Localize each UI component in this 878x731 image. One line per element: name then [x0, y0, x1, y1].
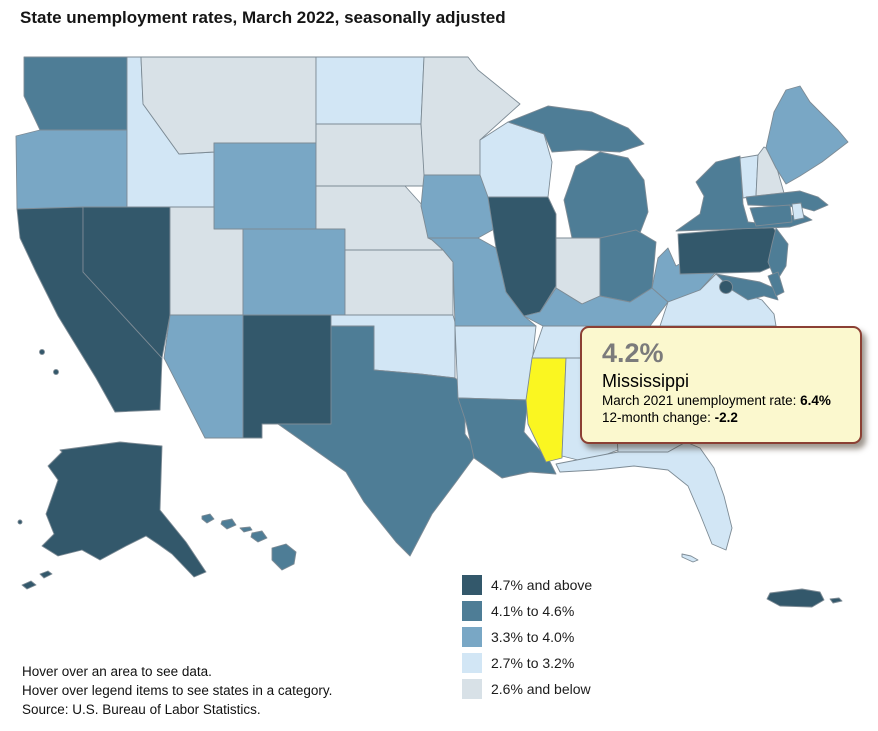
state-colorado[interactable]	[242, 228, 346, 316]
state-alaska-aleutians[interactable]	[39, 570, 53, 579]
legend-swatch-cat3	[462, 627, 482, 647]
state-pennsylvania[interactable]	[677, 225, 783, 275]
state-michigan-lower[interactable]	[563, 151, 649, 239]
state-arizona[interactable]	[163, 314, 244, 439]
state-arkansas[interactable]	[454, 325, 537, 401]
state-florida-keys[interactable]	[681, 553, 699, 563]
state-north-dakota[interactable]	[315, 56, 425, 125]
state-rhode-island[interactable]	[791, 202, 805, 221]
state-washington[interactable]	[23, 56, 128, 131]
state-alaska-island[interactable]	[17, 519, 23, 525]
legend: 4.7% and above 4.1% to 4.6% 3.3% to 4.0%…	[462, 572, 592, 702]
footer-legend-note: Hover over legend items to see states in…	[22, 683, 333, 698]
state-alaska-aleutians[interactable]	[21, 580, 37, 590]
state-oregon[interactable]	[15, 129, 128, 210]
legend-item-cat1[interactable]: 2.6% and below	[462, 676, 592, 702]
state-california-island[interactable]	[39, 349, 45, 355]
legend-label-cat5: 4.7% and above	[491, 577, 593, 593]
state-hawaii-kauai[interactable]	[201, 513, 215, 524]
legend-item-cat5[interactable]: 4.7% and above	[462, 572, 592, 598]
state-puerto-rico-islet[interactable]	[829, 597, 843, 604]
state-louisiana[interactable]	[457, 397, 557, 479]
state-delaware[interactable]	[767, 271, 785, 297]
state-hawaii-oahu[interactable]	[220, 518, 237, 530]
state-hawaii-maui[interactable]	[250, 530, 268, 543]
page-title: State unemployment rates, March 2022, se…	[20, 8, 506, 27]
footer-hover-note: Hover over an area to see data.	[22, 664, 212, 679]
state-massachusetts[interactable]	[745, 190, 829, 212]
legend-label-cat3: 3.3% to 4.0%	[491, 629, 575, 645]
legend-item-cat2[interactable]: 2.7% to 3.2%	[462, 650, 592, 676]
state-district-of-columbia[interactable]	[719, 280, 733, 294]
state-new-mexico[interactable]	[242, 314, 346, 439]
state-vermont[interactable]	[739, 154, 759, 199]
state-hawaii-big-island[interactable]	[271, 543, 297, 571]
legend-swatch-cat5	[462, 575, 482, 595]
state-california-island[interactable]	[53, 369, 59, 375]
footer-notes: Hover over an area to see data. Hover ov…	[22, 662, 332, 719]
tooltip-prior-rate-value: 6.4%	[800, 393, 831, 408]
state-puerto-rico[interactable]	[766, 588, 825, 608]
legend-label-cat4: 4.1% to 4.6%	[491, 603, 575, 619]
legend-item-cat3[interactable]: 3.3% to 4.0%	[462, 624, 592, 650]
footer-source-note: Source: U.S. Bureau of Labor Statistics.	[22, 702, 261, 717]
legend-label-cat1: 2.6% and below	[491, 681, 591, 697]
state-new-york[interactable]	[675, 155, 813, 232]
states-group	[15, 56, 849, 608]
state-alaska[interactable]	[41, 441, 207, 578]
state-maine[interactable]	[765, 85, 849, 185]
state-kansas[interactable]	[344, 249, 454, 316]
tooltip-prior-rate-label: March 2021 unemployment rate:	[602, 393, 801, 408]
state-connecticut[interactable]	[749, 204, 793, 227]
tooltip-change-label: 12-month change:	[602, 410, 715, 425]
legend-swatch-cat2	[462, 653, 482, 673]
state-florida[interactable]	[555, 441, 733, 551]
legend-label-cat2: 2.7% to 3.2%	[491, 655, 575, 671]
state-south-dakota[interactable]	[315, 123, 427, 187]
state-texas[interactable]	[277, 325, 479, 557]
tooltip-change-value: -2.2	[714, 410, 738, 425]
legend-swatch-cat1	[462, 679, 482, 699]
tooltip-change-line: 12-month change: -2.2	[602, 409, 860, 426]
legend-item-cat4[interactable]: 4.1% to 4.6%	[462, 598, 592, 624]
state-hawaii-molokai[interactable]	[239, 526, 253, 533]
tooltip-state-name: Mississippi	[602, 371, 690, 391]
legend-swatch-cat4	[462, 601, 482, 621]
state-michigan-upper[interactable]	[507, 105, 645, 153]
state-wyoming[interactable]	[213, 142, 317, 230]
state-nevada[interactable]	[82, 206, 171, 359]
tooltip-prior-rate-line: March 2021 unemployment rate: 6.4%	[602, 392, 860, 409]
state-maryland[interactable]	[715, 273, 779, 301]
hover-tooltip: 4.2% Mississippi March 2021 unemployment…	[580, 326, 862, 444]
tooltip-rate-value: 4.2%	[602, 338, 664, 368]
